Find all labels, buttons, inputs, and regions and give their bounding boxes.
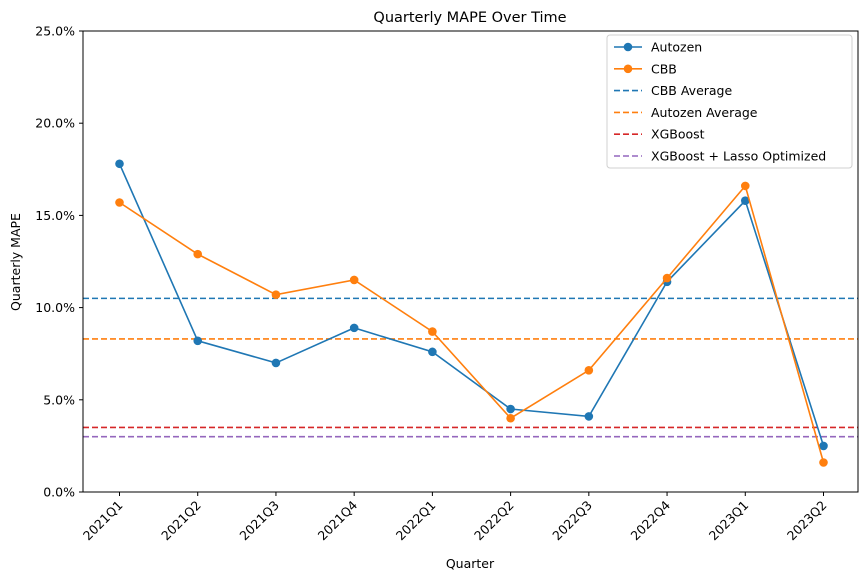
legend-box bbox=[606, 34, 853, 169]
x-tick-label: 2021Q2 bbox=[158, 498, 204, 544]
x-tick-label: 2021Q4 bbox=[315, 497, 361, 543]
data-point bbox=[584, 412, 594, 421]
data-point bbox=[662, 273, 672, 283]
data-point bbox=[740, 196, 750, 205]
data-point bbox=[115, 159, 124, 169]
data-point bbox=[584, 365, 594, 375]
y-axis-label: Quarterly MAPE bbox=[8, 213, 23, 311]
x-axis-label: Quarter bbox=[446, 556, 495, 571]
plot-frame bbox=[82, 30, 859, 493]
data-point bbox=[349, 323, 359, 333]
legend-marker bbox=[623, 42, 633, 52]
x-tick-label: 2021Q3 bbox=[236, 498, 282, 544]
data-point bbox=[819, 458, 828, 467]
legend-label: XGBoost + Lasso Optimized bbox=[651, 149, 826, 164]
y-tick-label: 20.0% bbox=[35, 116, 75, 131]
x-tick-label: 2022Q3 bbox=[549, 498, 595, 544]
data-point bbox=[115, 198, 124, 207]
data-point bbox=[349, 275, 359, 285]
y-tick-label: 15.0% bbox=[35, 208, 75, 223]
data-point bbox=[506, 404, 515, 414]
data-point bbox=[428, 327, 437, 336]
y-tick-label: 10.0% bbox=[35, 300, 75, 315]
x-tick-label: 2022Q4 bbox=[627, 497, 673, 543]
y-tick-label: 0.0% bbox=[43, 485, 75, 500]
legend-marker bbox=[623, 64, 633, 74]
legend: Autozen CBB CBB Average Autozen Average XGBo… bbox=[606, 34, 853, 169]
data-point bbox=[819, 441, 828, 451]
chart-title: Quarterly MAPE Over Time bbox=[373, 10, 566, 26]
x-tick-label: 2023Q1 bbox=[706, 498, 752, 544]
x-tick-label: 2022Q2 bbox=[471, 498, 517, 544]
data-point bbox=[506, 413, 515, 423]
legend-label: CBB Average bbox=[651, 83, 732, 98]
data-point bbox=[271, 290, 281, 299]
x-tick-label: 2022Q1 bbox=[393, 498, 439, 544]
y-tick-label: 5.0% bbox=[43, 392, 75, 407]
legend-label: CBB bbox=[651, 61, 677, 76]
data-point bbox=[193, 249, 203, 259]
data-point bbox=[428, 347, 437, 357]
legend-label: XGBoost bbox=[651, 127, 705, 142]
data-point bbox=[740, 181, 750, 191]
series-line-1 bbox=[118, 163, 825, 447]
x-tick-label: 2021Q1 bbox=[80, 498, 126, 544]
series-line-2 bbox=[119, 184, 825, 463]
x-tick-label: 2023Q2 bbox=[784, 498, 830, 544]
y-tick-label: 25.0% bbox=[35, 24, 75, 39]
data-point bbox=[271, 358, 281, 368]
data-point bbox=[193, 336, 203, 346]
legend-label: Autozen Average bbox=[651, 105, 758, 120]
legend-label: Autozen bbox=[651, 40, 702, 55]
